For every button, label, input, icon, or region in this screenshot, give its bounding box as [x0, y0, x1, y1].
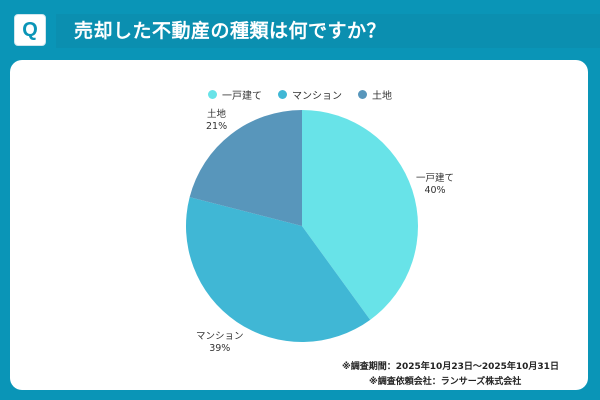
pie-slice-2[interactable]: [189, 110, 302, 226]
title-band: [56, 14, 600, 48]
slice-label-name: 土地: [207, 109, 227, 120]
survey-client-note: ※調査依頼会社：ランサーズ株式会社: [369, 377, 522, 387]
legend-label: 土地: [372, 90, 392, 102]
pie-slice-1[interactable]: [185, 197, 371, 342]
legend-dot-icon: [358, 89, 367, 99]
legend-item-land[interactable]: 土地: [358, 87, 392, 102]
legend-item-detached-house[interactable]: 一戸建て: [208, 87, 262, 102]
page-title: 売却した不動産の種類は何ですか？: [74, 20, 387, 42]
legend-label: マンション: [292, 90, 342, 102]
slice-label-percent: 21%: [206, 121, 228, 132]
slice-label-land: 土地 21%: [206, 109, 227, 133]
header: Q 売却した不動産の種類は何ですか？: [0, 0, 600, 60]
legend-dot-icon: [208, 89, 217, 99]
legend-label: 一戸建て: [222, 90, 262, 102]
slice-label-name: マンション: [196, 331, 244, 342]
chart-legend: 一戸建て マンション 土地: [0, 85, 600, 103]
question-badge-icon: Q: [14, 14, 46, 46]
legend-item-condominium[interactable]: マンション: [278, 87, 342, 102]
slice-label-detached-house: 一戸建て 40%: [416, 173, 454, 197]
slice-label-percent: 39%: [209, 343, 231, 354]
legend-dot-icon: [278, 89, 287, 99]
survey-period-note: ※調査期間：2025年10月23日〜2025年10月31日: [342, 362, 559, 372]
pie-slice-0[interactable]: [302, 110, 418, 320]
slice-label-name: 一戸建て: [416, 173, 455, 184]
slice-label-percent: 40%: [424, 185, 446, 196]
slice-label-condominium: マンション 39%: [196, 331, 244, 355]
